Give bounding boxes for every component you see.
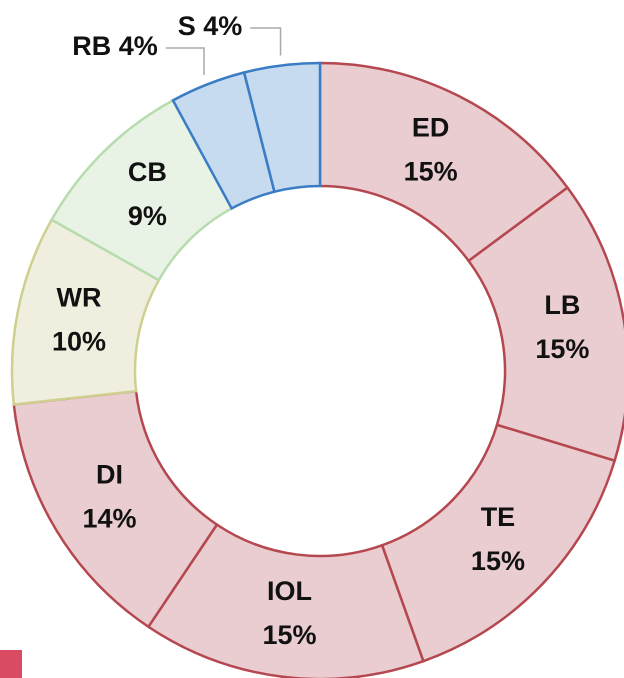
slice-label: CB xyxy=(128,157,167,187)
slice-name: S xyxy=(178,11,196,41)
slice-value-label: 15% xyxy=(471,546,525,576)
slice-label: LB xyxy=(544,290,580,320)
slice-value-label: 14% xyxy=(83,504,137,534)
slice-value-label: 15% xyxy=(404,156,458,186)
slice-label: IOL xyxy=(267,576,312,606)
corner-badge xyxy=(0,650,22,678)
slice-value-label: 10% xyxy=(52,327,106,357)
slice-value-label: 4% xyxy=(203,11,242,41)
slice-value-label: 4% xyxy=(119,31,158,61)
slice-label: WR xyxy=(57,283,102,313)
donut-slice xyxy=(242,61,322,194)
donut-slice xyxy=(380,423,617,663)
slice-name: RB xyxy=(72,31,111,61)
slice-label: ED xyxy=(412,112,450,142)
leader-line xyxy=(250,27,282,56)
leader-line xyxy=(165,47,205,75)
slice-value-label: 9% xyxy=(128,201,167,231)
slice-label: S 4% xyxy=(178,11,243,41)
slice-value-label: 15% xyxy=(262,620,316,650)
slice-label: RB 4% xyxy=(72,31,158,61)
slice-label: DI xyxy=(96,460,123,490)
slice-value-label: 15% xyxy=(535,334,589,364)
slice-label: TE xyxy=(481,502,516,532)
